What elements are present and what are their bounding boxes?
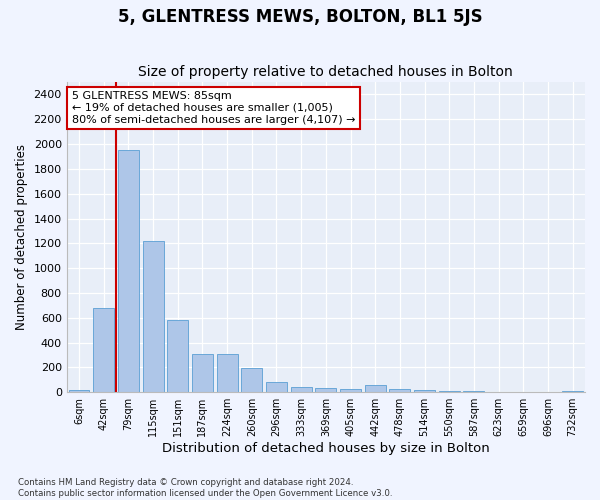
Bar <box>217 354 238 392</box>
Bar <box>93 308 114 392</box>
Y-axis label: Number of detached properties: Number of detached properties <box>15 144 28 330</box>
Bar <box>562 391 583 392</box>
Bar <box>290 386 311 392</box>
X-axis label: Distribution of detached houses by size in Bolton: Distribution of detached houses by size … <box>162 442 490 455</box>
Bar <box>68 390 89 392</box>
Bar <box>118 150 139 392</box>
Text: Contains HM Land Registry data © Crown copyright and database right 2024.
Contai: Contains HM Land Registry data © Crown c… <box>18 478 392 498</box>
Bar <box>266 382 287 392</box>
Bar <box>316 388 337 392</box>
Bar <box>365 385 386 392</box>
Bar <box>167 320 188 392</box>
Bar <box>414 390 435 392</box>
Bar <box>241 368 262 392</box>
Bar <box>143 241 164 392</box>
Text: 5, GLENTRESS MEWS, BOLTON, BL1 5JS: 5, GLENTRESS MEWS, BOLTON, BL1 5JS <box>118 8 482 26</box>
Bar <box>340 389 361 392</box>
Bar <box>192 354 213 392</box>
Bar <box>389 389 410 392</box>
Text: 5 GLENTRESS MEWS: 85sqm
← 19% of detached houses are smaller (1,005)
80% of semi: 5 GLENTRESS MEWS: 85sqm ← 19% of detache… <box>72 92 355 124</box>
Bar <box>463 391 484 392</box>
Title: Size of property relative to detached houses in Bolton: Size of property relative to detached ho… <box>139 66 513 80</box>
Bar <box>439 391 460 392</box>
